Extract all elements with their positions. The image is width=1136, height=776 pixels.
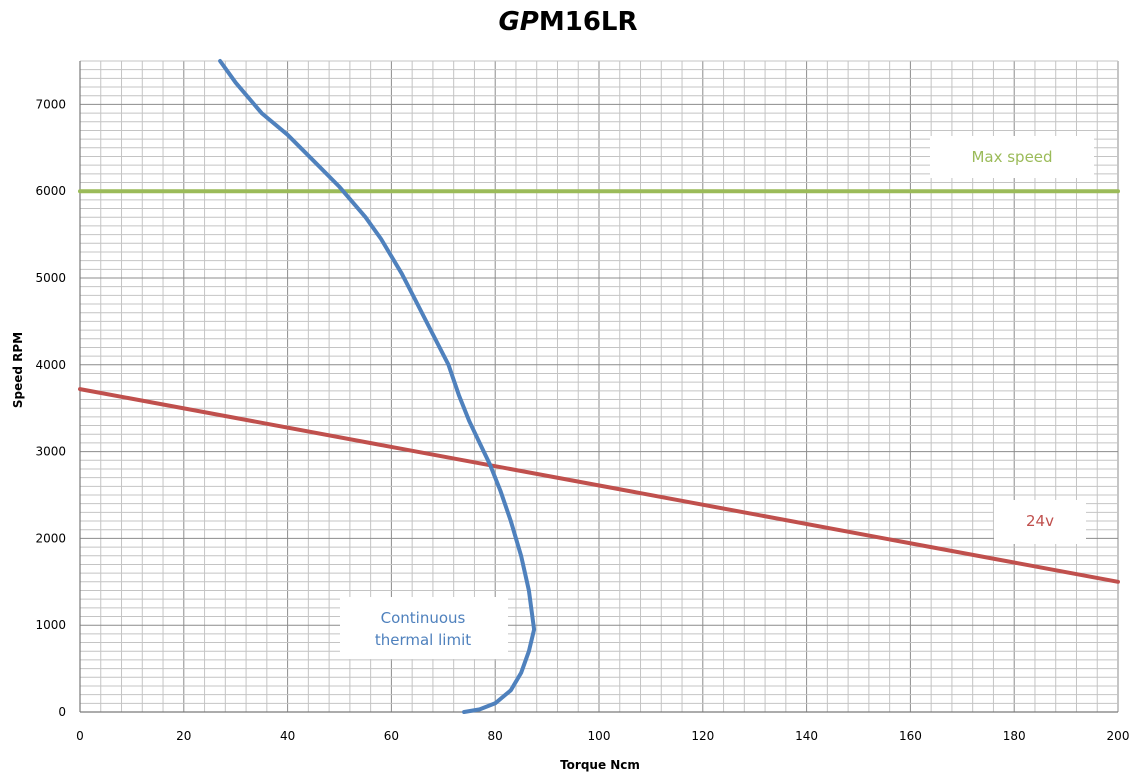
chart-title: GPM16LR xyxy=(498,7,637,37)
tick-labels: 0 20 40 60 80 100 120 140 160 180 2000100020003000… xyxy=(35,97,1129,743)
x-tick-label: 60 xyxy=(384,729,399,743)
x-tick-label: 80 xyxy=(488,729,503,743)
24v-label: 24v xyxy=(1026,512,1054,530)
y-tick-label: 4000 xyxy=(35,358,66,372)
series-line-continuous-thermal-limit xyxy=(218,59,537,714)
x-tick-label: 180 xyxy=(1003,729,1026,743)
x-axis-label: Torque Ncm xyxy=(560,758,640,772)
max-speed-label: Max speed xyxy=(971,148,1052,166)
x-tick-label: 20 xyxy=(176,729,191,743)
x-tick-label: 140 xyxy=(795,729,818,743)
title-prefix: GP xyxy=(498,7,538,37)
series-label-thermal: Continuous thermal limit xyxy=(340,597,508,659)
x-tick-label: 100 xyxy=(588,729,611,743)
series-line-24v xyxy=(78,387,1120,584)
series-label-max-speed: Max speed xyxy=(930,136,1094,178)
y-tick-label: 2000 xyxy=(35,531,66,545)
x-tick-label: 120 xyxy=(691,729,714,743)
y-tick-label: 0 xyxy=(58,705,66,719)
y-tick-label: 6000 xyxy=(35,184,66,198)
max-speed-label-box xyxy=(930,136,1094,178)
thermal-label-box xyxy=(340,597,508,659)
grid xyxy=(79,60,1119,713)
thermal-label-line-2: thermal limit xyxy=(375,631,471,649)
x-tick-label: 0 xyxy=(76,729,84,743)
thermal-label-line-1: Continuous xyxy=(381,609,466,627)
x-tick-label: 200 xyxy=(1107,729,1130,743)
x-tick-label: 40 xyxy=(280,729,295,743)
series-label-24v: 24v xyxy=(994,500,1086,544)
y-axis-label: Speed RPM xyxy=(11,332,25,408)
x-tick-label: 160 xyxy=(899,729,922,743)
24v-label-box xyxy=(994,500,1086,544)
y-tick-label: 3000 xyxy=(35,445,66,459)
series-layer xyxy=(78,59,1120,714)
y-tick-label: 1000 xyxy=(35,618,66,632)
y-tick-label: 5000 xyxy=(35,271,66,285)
y-tick-label: 7000 xyxy=(35,97,66,111)
title-suffix: M16LR xyxy=(539,7,638,37)
